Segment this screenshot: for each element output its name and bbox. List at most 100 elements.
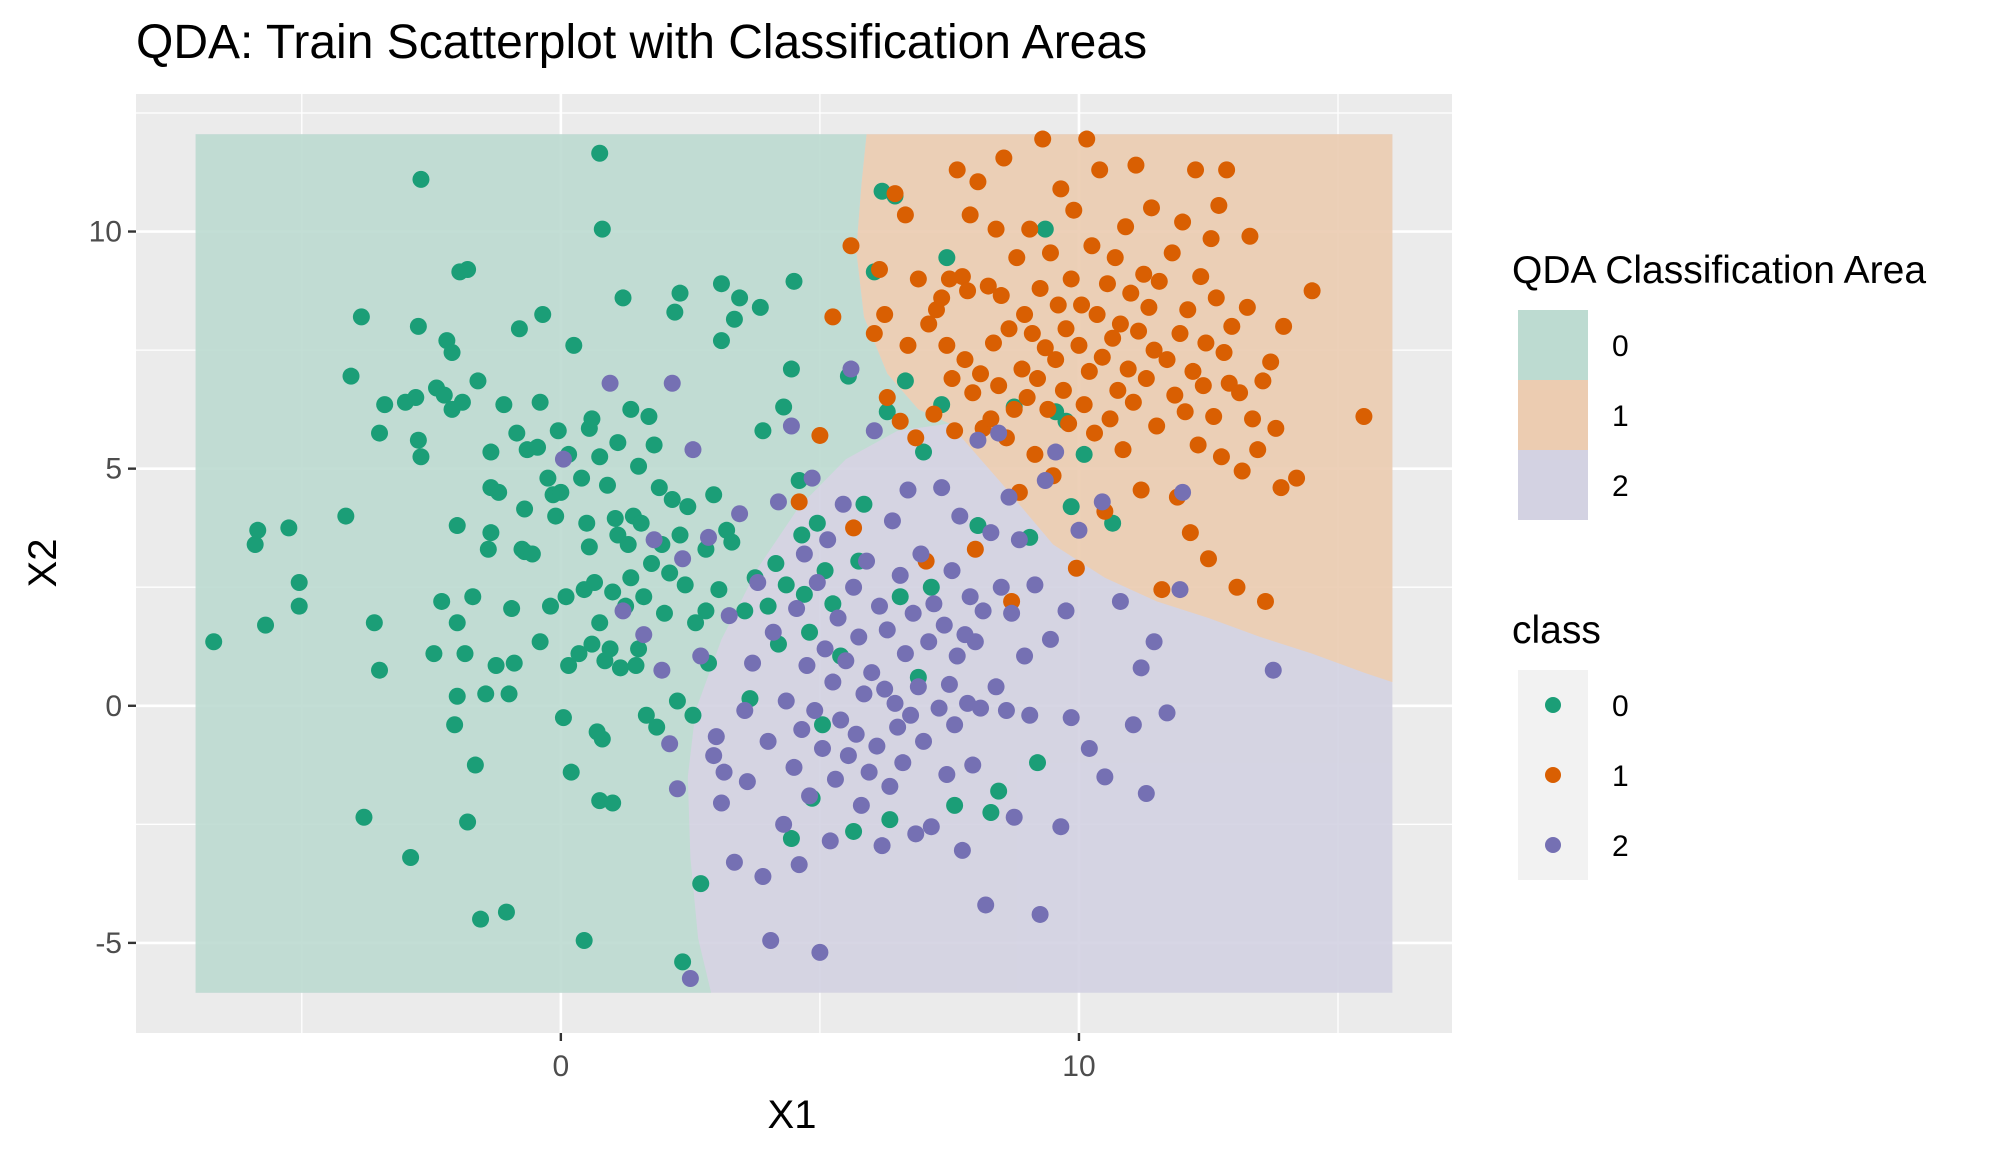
data-point-class-2 — [1010, 531, 1028, 549]
data-point-class-2 — [725, 853, 743, 871]
data-point-class-0 — [723, 533, 741, 551]
data-point-class-2 — [819, 531, 837, 549]
data-point-class-1 — [982, 410, 1000, 428]
data-point-class-2 — [881, 777, 899, 795]
data-point-class-2 — [1021, 706, 1039, 724]
data-point-class-2 — [1041, 630, 1059, 648]
data-point-class-2 — [1174, 483, 1192, 501]
data-point-class-0 — [650, 479, 668, 497]
data-point-class-1 — [1067, 559, 1085, 577]
data-point-class-1 — [959, 282, 977, 300]
data-point-class-1 — [1124, 393, 1142, 411]
data-point-class-1 — [1145, 341, 1163, 359]
data-point-class-2 — [837, 652, 855, 670]
data-point-class-0 — [497, 903, 515, 921]
data-point-class-2 — [889, 718, 907, 736]
data-point-class-0 — [725, 310, 743, 328]
data-point-class-1 — [1070, 336, 1088, 354]
data-point-class-0 — [795, 585, 813, 603]
data-point-class-0 — [503, 600, 521, 618]
data-point-class-1 — [824, 308, 842, 326]
data-point-class-1 — [946, 422, 964, 440]
data-point-class-0 — [801, 623, 819, 641]
data-point-class-1 — [1041, 244, 1059, 262]
data-point-class-2 — [1026, 576, 1044, 594]
data-point-class-0 — [578, 514, 596, 532]
legend-area: QDA Classification Area 0 1 2 class 0 1 2 — [1512, 249, 1926, 880]
data-point-class-1 — [1127, 156, 1145, 174]
data-point-class-1 — [979, 277, 997, 295]
data-point-class-1 — [1207, 289, 1225, 307]
data-point-class-0 — [712, 332, 730, 350]
legend-key-area-0 — [1518, 310, 1588, 380]
data-point-class-0 — [402, 849, 420, 867]
data-point-class-0 — [464, 588, 482, 606]
data-point-class-1 — [1054, 381, 1072, 399]
data-point-class-1 — [1223, 317, 1241, 335]
data-point-class-0 — [482, 524, 500, 542]
data-point-class-1 — [1166, 386, 1184, 404]
legend-key-area-1 — [1518, 380, 1588, 450]
data-point-class-1 — [940, 270, 958, 288]
data-point-class-1 — [1171, 324, 1189, 342]
data-point-class-2 — [876, 680, 894, 698]
data-point-class-2 — [715, 763, 733, 781]
data-point-class-1 — [953, 268, 971, 286]
data-point-class-1 — [1104, 329, 1122, 347]
data-point-class-1 — [870, 260, 888, 278]
data-point-class-1 — [1132, 481, 1150, 499]
data-point-class-2 — [912, 545, 930, 563]
data-point-class-1 — [1119, 360, 1137, 378]
data-point-class-0 — [692, 875, 710, 893]
data-point-class-0 — [684, 706, 702, 724]
data-point-class-1 — [1241, 227, 1259, 245]
data-point-class-1 — [1109, 381, 1127, 399]
data-point-class-2 — [821, 832, 839, 850]
data-point-class-0 — [466, 756, 484, 774]
data-point-class-2 — [966, 633, 984, 651]
data-point-class-0 — [529, 438, 547, 456]
data-point-class-1 — [1122, 284, 1140, 302]
data-point-class-1 — [1060, 415, 1078, 433]
data-point-class-0 — [557, 588, 575, 606]
data-point-class-1 — [1205, 407, 1223, 425]
data-point-class-1 — [964, 384, 982, 402]
data-point-class-1 — [1057, 320, 1075, 338]
data-point-class-1 — [1140, 298, 1158, 316]
data-point-class-1 — [845, 519, 863, 537]
data-point-class-2 — [959, 694, 977, 712]
data-point-class-1 — [891, 412, 909, 430]
data-point-class-0 — [435, 386, 453, 404]
series-class-1 — [790, 130, 1373, 610]
data-point-class-0 — [479, 540, 497, 558]
data-point-class-0 — [808, 514, 826, 532]
data-point-class-2 — [1003, 604, 1021, 622]
data-point-class-2 — [826, 770, 844, 788]
data-point-class-1 — [1016, 306, 1034, 324]
data-point-class-2 — [845, 578, 863, 596]
data-point-class-1 — [1034, 130, 1052, 148]
data-point-class-0 — [591, 448, 609, 466]
data-point-class-0 — [541, 597, 559, 615]
data-point-class-0 — [257, 616, 275, 634]
data-point-class-0 — [495, 396, 513, 414]
data-point-class-1 — [790, 493, 808, 511]
data-point-class-1 — [1062, 270, 1080, 288]
plot-panel — [136, 94, 1452, 1033]
data-point-class-0 — [614, 289, 632, 307]
data-point-class-1 — [972, 365, 990, 383]
data-point-class-1 — [1135, 265, 1153, 283]
data-point-class-2 — [1264, 661, 1282, 679]
data-point-class-1 — [1181, 524, 1199, 542]
data-point-class-2 — [974, 602, 992, 620]
data-point-class-1 — [1036, 339, 1054, 357]
data-point-class-2 — [868, 737, 886, 755]
data-point-class-2 — [1062, 709, 1080, 727]
data-point-class-2 — [1137, 785, 1155, 803]
region-1-area — [856, 134, 1393, 683]
data-point-class-1 — [1176, 403, 1194, 421]
x-tick-label: 10 — [1062, 1050, 1095, 1083]
data-point-class-2 — [990, 424, 1008, 442]
data-point-class-0 — [622, 400, 640, 418]
